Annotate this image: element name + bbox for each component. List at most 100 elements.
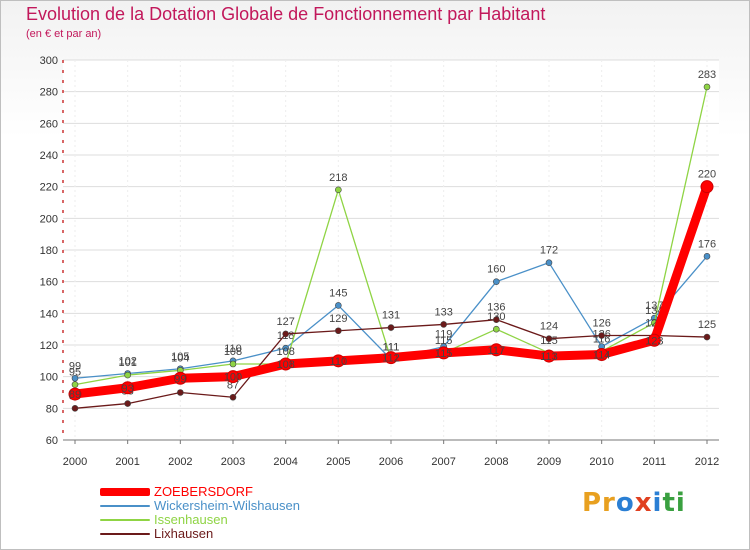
data-point — [493, 278, 500, 285]
y-tick-label: 200 — [40, 213, 58, 225]
data-point — [437, 346, 451, 360]
data-label: 131 — [382, 310, 400, 322]
data-label: 119 — [435, 329, 453, 341]
data-point — [489, 343, 503, 357]
data-point — [229, 393, 237, 401]
data-label: 108 — [224, 346, 242, 358]
x-tick-label: 2005 — [326, 456, 350, 468]
x-tick-label: 2002 — [168, 456, 192, 468]
x-tick-label: 2001 — [115, 456, 139, 468]
data-point — [229, 360, 237, 368]
data-point — [545, 335, 553, 342]
logo-part: i — [652, 488, 663, 518]
data-point — [335, 186, 342, 194]
y-tick-label: 60 — [46, 435, 58, 447]
data-point — [598, 332, 605, 339]
logo-part: x — [634, 488, 653, 518]
data-point — [493, 316, 500, 323]
data-point — [700, 180, 714, 194]
data-label: 126 — [592, 318, 610, 330]
data-label: 133 — [434, 306, 452, 318]
data-point — [121, 381, 135, 395]
data-label: 89 — [69, 389, 81, 401]
data-point — [177, 389, 184, 396]
proxiti-logo: Proxiti — [582, 488, 686, 518]
data-label: 104 — [171, 352, 189, 364]
x-tick-label: 2009 — [537, 456, 561, 468]
x-tick-label: 2007 — [431, 456, 455, 468]
legend-item: ZOEBERSDORF — [100, 484, 400, 499]
legend-swatch — [100, 505, 150, 507]
data-label: 115 — [435, 348, 453, 360]
data-point — [703, 253, 711, 260]
data-point — [387, 324, 395, 331]
data-label: 125 — [698, 319, 716, 331]
y-tick-label: 80 — [46, 403, 58, 415]
data-label: 160 — [487, 264, 505, 276]
data-label: 127 — [276, 316, 294, 328]
y-tick-label: 300 — [40, 55, 58, 67]
data-point — [335, 327, 342, 335]
data-label: 124 — [540, 321, 558, 333]
legend: ZOEBERSDORF Wickersheim-Wilshausen Issenha… — [100, 484, 400, 541]
y-tick-label: 240 — [40, 150, 58, 162]
y-tick-label: 220 — [40, 182, 58, 194]
data-label: 99 — [69, 360, 81, 372]
logo-part: Pr — [582, 488, 616, 518]
data-label: 220 — [698, 169, 716, 181]
chart-title: Evolution de la Dotation Globale de Fonc… — [26, 4, 546, 24]
data-label: 108 — [276, 346, 294, 358]
data-label: 283 — [698, 69, 716, 81]
data-label: 95 — [69, 367, 81, 379]
logo-part: ti — [662, 488, 686, 518]
data-point — [124, 400, 131, 407]
data-label: 113 — [540, 351, 558, 363]
y-tick-label: 140 — [40, 308, 58, 320]
data-point — [124, 371, 131, 379]
data-label: 93 — [122, 383, 134, 395]
y-tick-label: 180 — [40, 245, 58, 257]
legend-label: Wickersheim-Wilshausen — [154, 498, 300, 513]
data-label: 99 — [174, 373, 186, 385]
y-tick-label: 260 — [40, 118, 58, 130]
data-point — [331, 354, 345, 368]
data-point — [440, 321, 447, 328]
data-label: 105 — [171, 351, 189, 363]
data-label: 115 — [435, 335, 453, 347]
legend-swatch — [100, 519, 150, 521]
data-label: 110 — [330, 356, 348, 368]
data-point — [173, 371, 187, 385]
y-tick-label: 160 — [40, 277, 58, 289]
x-tick-label: 2011 — [643, 456, 667, 468]
data-label: 136 — [487, 302, 505, 314]
data-point — [335, 302, 342, 309]
data-point — [595, 348, 609, 361]
data-point — [703, 333, 711, 341]
y-tick-label: 100 — [40, 372, 58, 384]
x-tick-label: 2000 — [63, 456, 87, 468]
data-label: 123 — [645, 335, 663, 347]
data-label: 114 — [593, 350, 611, 362]
legend-item: Wickersheim-Wilshausen — [100, 498, 400, 513]
legend-swatch — [100, 488, 150, 496]
data-label: 102 — [118, 356, 136, 368]
data-point — [71, 405, 79, 412]
data-point — [384, 351, 398, 365]
x-tick-label: 2008 — [484, 456, 508, 468]
data-point — [226, 370, 240, 384]
x-tick-label: 2010 — [589, 456, 613, 468]
x-tick-label: 2003 — [221, 456, 245, 468]
data-label: 100 — [224, 372, 242, 384]
legend-item: Lixhausen — [100, 526, 400, 541]
data-label: 110 — [224, 343, 242, 355]
data-point — [71, 381, 79, 388]
data-label: 172 — [540, 245, 558, 257]
data-label: 111 — [383, 341, 400, 353]
data-point — [71, 374, 79, 382]
data-label: 129 — [329, 313, 347, 325]
logo-part: o — [615, 488, 635, 518]
data-point — [68, 387, 82, 401]
data-point — [545, 259, 553, 266]
legend-label: Issenhausen — [154, 512, 228, 527]
